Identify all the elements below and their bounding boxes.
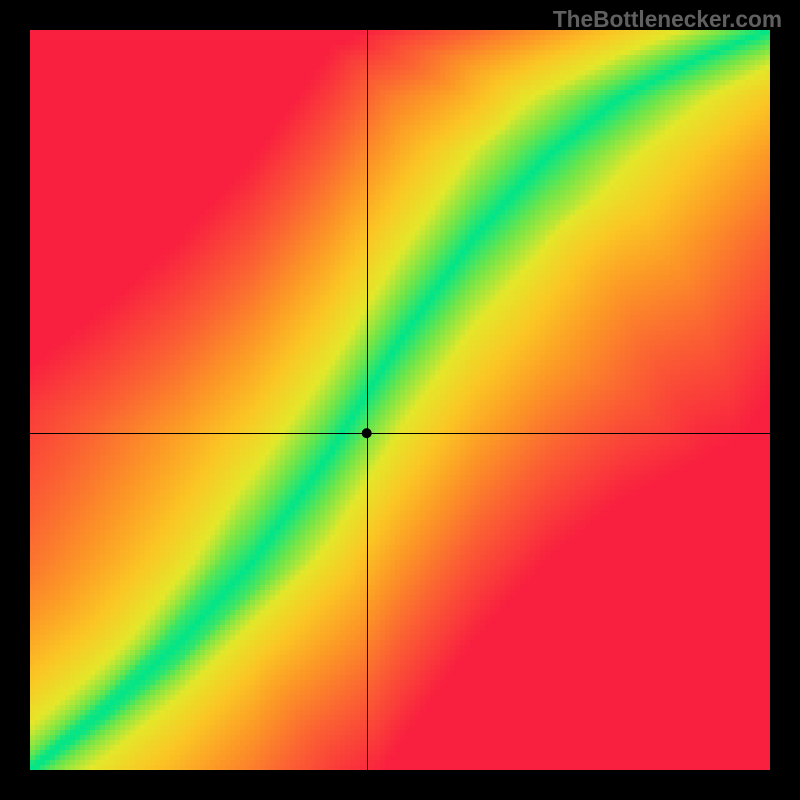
bottleneck-heatmap [0,0,800,800]
watermark-text: TheBottlenecker.com [553,6,782,33]
chart-container: { "watermark": { "text": "TheBottlenecke… [0,0,800,800]
